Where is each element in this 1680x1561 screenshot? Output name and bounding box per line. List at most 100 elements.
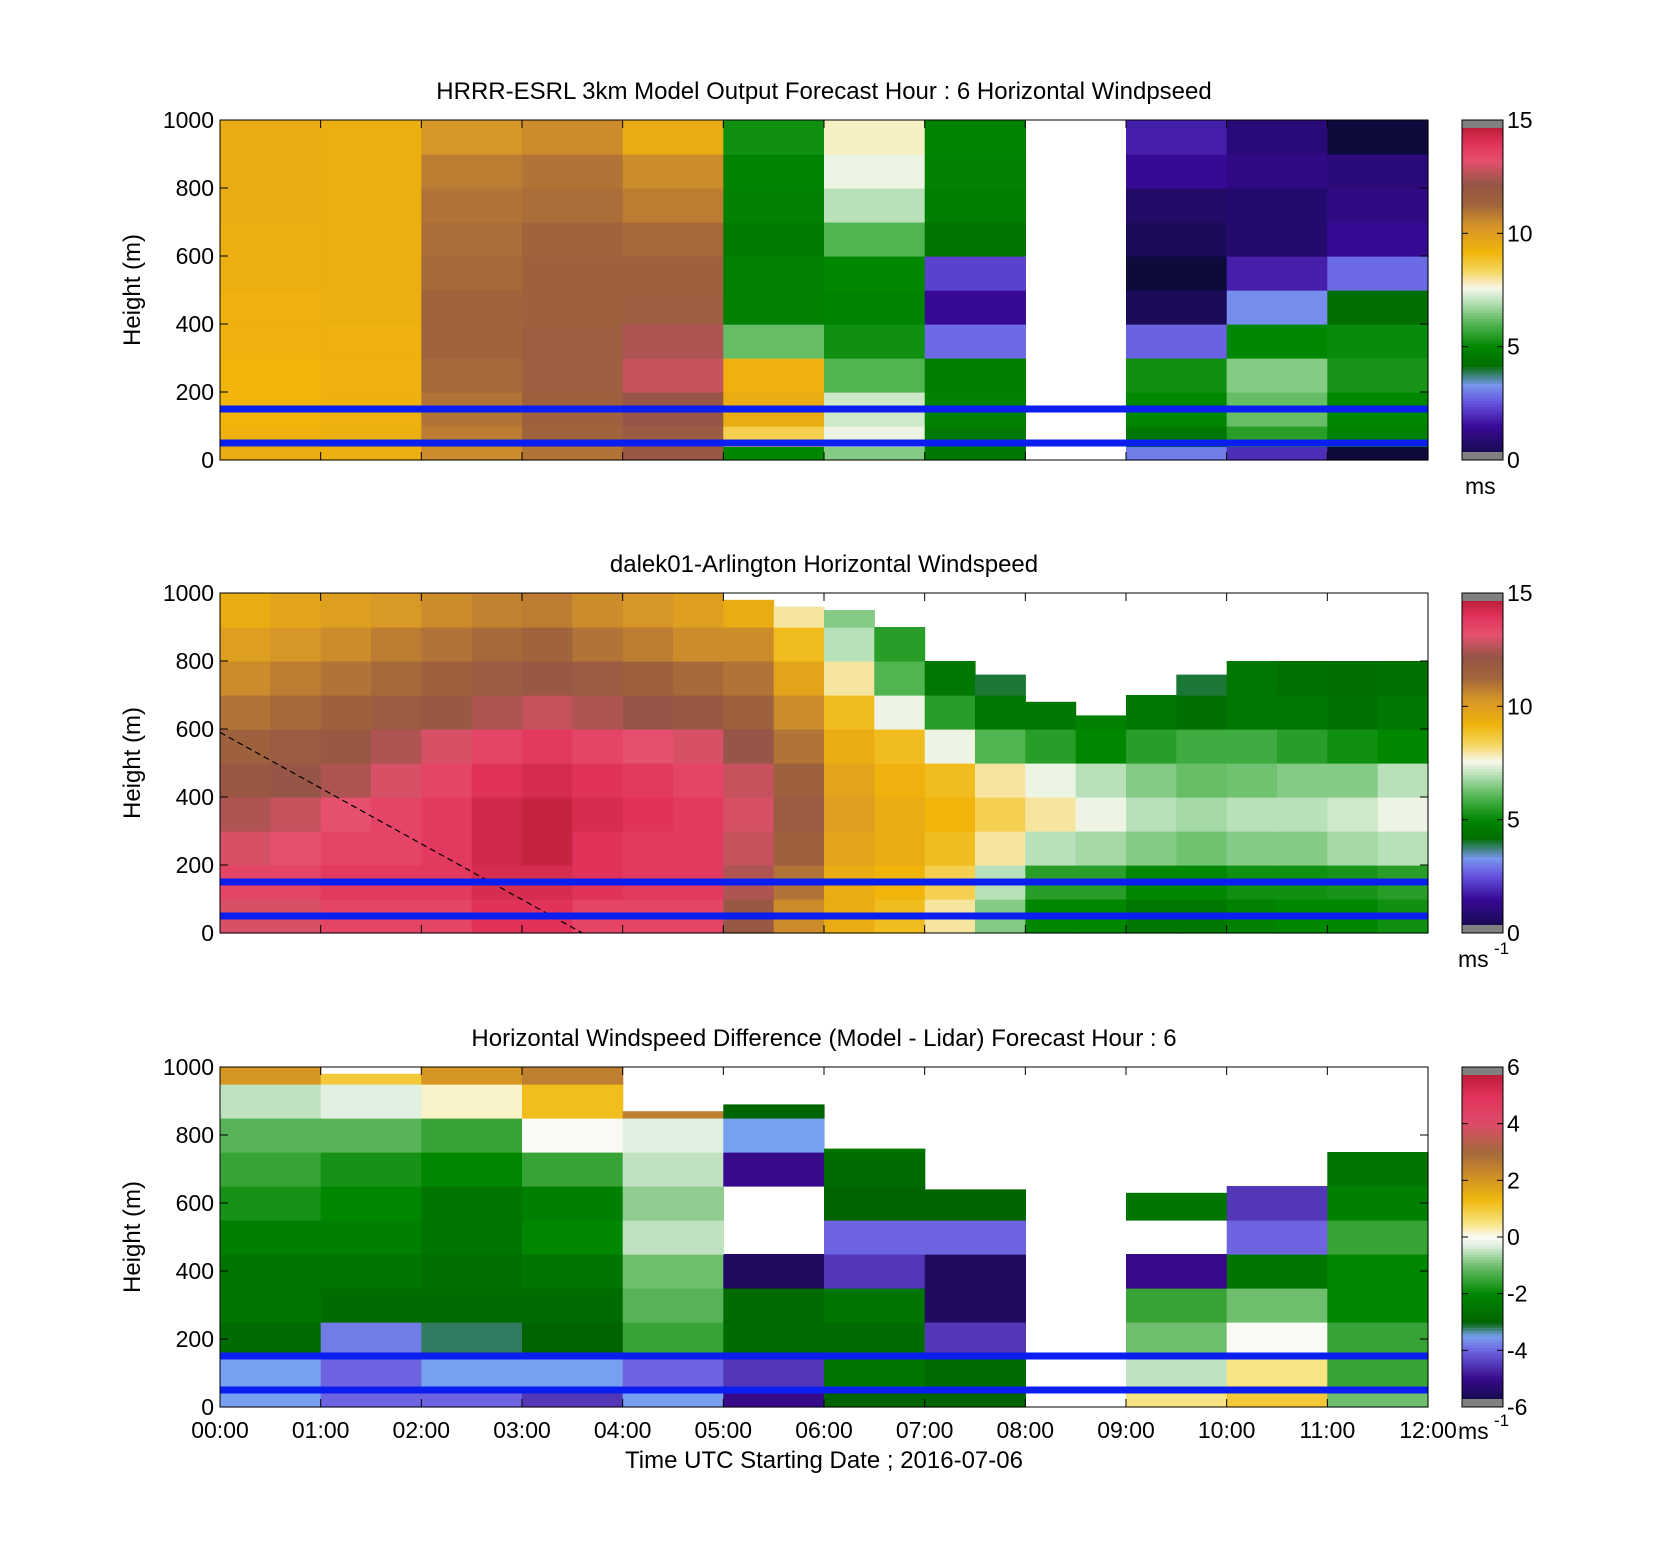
heatmap-cell bbox=[924, 324, 1026, 359]
x-tick-label: 04:00 bbox=[594, 1417, 652, 1443]
heatmap-cell bbox=[1327, 222, 1429, 257]
colorbar-swatch bbox=[1462, 644, 1503, 648]
colorbar-swatch bbox=[1462, 258, 1503, 263]
colorbar-swatch bbox=[1462, 239, 1503, 243]
heatmap-cell bbox=[723, 446, 825, 461]
colorbar-swatch bbox=[1462, 1191, 1503, 1195]
heatmap-cell bbox=[622, 324, 724, 359]
colorbar-swatch bbox=[1462, 850, 1503, 855]
colorbar-swatch bbox=[1462, 1217, 1503, 1221]
colorbar-swatch bbox=[1462, 409, 1503, 413]
heatmap-cell bbox=[471, 729, 523, 764]
colorbar-swatch bbox=[1462, 686, 1503, 690]
heatmap-cell bbox=[220, 188, 322, 223]
heatmap-cell bbox=[924, 797, 976, 832]
heatmap-cell bbox=[924, 256, 1026, 291]
heatmap-cell bbox=[1226, 222, 1328, 257]
colorbar-swatch bbox=[1462, 420, 1503, 424]
y-tick-label: 0 bbox=[201, 1394, 214, 1420]
heatmap-cell bbox=[924, 831, 976, 866]
colorbar-swatch bbox=[1462, 887, 1503, 891]
heatmap-cell bbox=[270, 695, 322, 730]
heatmap-cell bbox=[723, 290, 825, 325]
heatmap-cell bbox=[421, 627, 473, 662]
colorbar-swatch bbox=[1462, 1350, 1503, 1354]
colorbar-swatch bbox=[1462, 244, 1503, 248]
heatmap-cell bbox=[723, 1118, 825, 1153]
colorbar-swatch bbox=[1462, 1392, 1503, 1397]
colorbar-swatch bbox=[1462, 247, 1503, 251]
colorbar-swatch bbox=[1462, 205, 1503, 209]
colorbar-swatch bbox=[1462, 649, 1503, 653]
heatmap-cell bbox=[723, 120, 825, 155]
heatmap-cell bbox=[1226, 358, 1328, 393]
heatmap-cell bbox=[522, 695, 573, 730]
colorbar-swatch bbox=[1462, 1279, 1503, 1283]
colorbar-swatch bbox=[1462, 423, 1503, 427]
heatmap-cell bbox=[320, 188, 422, 223]
heatmap-cell bbox=[1075, 729, 1127, 764]
heatmap-cell bbox=[421, 831, 473, 866]
colorbar-swatch bbox=[1462, 346, 1503, 350]
heatmap-cell bbox=[421, 154, 523, 189]
heatmap-cell bbox=[320, 1356, 422, 1391]
colorbar-swatch bbox=[1462, 1149, 1503, 1153]
colorbar-swatch bbox=[1462, 312, 1503, 316]
heatmap-cell bbox=[1327, 358, 1429, 393]
heatmap-cell bbox=[773, 606, 825, 628]
heatmap-cell bbox=[924, 695, 976, 730]
heatmap-cell bbox=[1226, 1390, 1328, 1408]
heatmap-cell bbox=[471, 763, 523, 798]
heatmap-cell bbox=[1226, 1220, 1328, 1255]
colorbar-swatch bbox=[1462, 763, 1503, 767]
heatmap-cell bbox=[773, 695, 825, 730]
heatmap-cell bbox=[572, 695, 624, 730]
heatmap-cell bbox=[270, 797, 322, 832]
heatmap-cell bbox=[622, 446, 724, 461]
colorbar-swatch bbox=[1462, 901, 1503, 906]
heatmap-cell bbox=[924, 1189, 1026, 1221]
colorbar-swatch bbox=[1462, 822, 1503, 826]
heatmap-cell bbox=[1226, 831, 1278, 866]
colorbar-swatch bbox=[1462, 304, 1503, 308]
colorbar-swatch bbox=[1462, 179, 1503, 183]
heatmap-cell bbox=[1126, 763, 1177, 798]
heatmap-cell bbox=[371, 627, 422, 662]
y-tick-label: 1000 bbox=[163, 580, 214, 606]
colorbar-swatch bbox=[1462, 1118, 1503, 1122]
heatmap-cell bbox=[471, 831, 523, 866]
heatmap-cell bbox=[1126, 154, 1228, 189]
heatmap-cell bbox=[723, 188, 825, 223]
y-tick-label: 800 bbox=[176, 648, 214, 674]
colorbar-swatch bbox=[1462, 1234, 1503, 1238]
colorbar-swatch bbox=[1462, 1152, 1503, 1156]
heatmap-cell bbox=[522, 1152, 624, 1187]
heatmap-cell bbox=[1327, 1186, 1429, 1221]
colorbar-swatch bbox=[1462, 1353, 1503, 1357]
colorbar-swatch bbox=[1462, 601, 1503, 605]
heatmap-cell bbox=[220, 1152, 322, 1187]
colorbar-swatch bbox=[1462, 315, 1503, 319]
heatmap-cell bbox=[1176, 729, 1228, 764]
heatmap-cell bbox=[1126, 1356, 1228, 1391]
heatmap-cell bbox=[220, 1084, 322, 1119]
x-tick-label: 08:00 bbox=[997, 1417, 1055, 1443]
colorbar-swatch bbox=[1462, 411, 1503, 416]
colorbar-swatch bbox=[1462, 1228, 1503, 1232]
heatmap-cell bbox=[421, 446, 523, 461]
heatmap-cell bbox=[622, 1152, 724, 1187]
heatmap-cell bbox=[421, 661, 473, 696]
colorbar-swatch bbox=[1462, 1367, 1503, 1371]
heatmap-cell bbox=[1327, 1254, 1429, 1289]
heatmap-cell bbox=[522, 627, 573, 662]
colorbar-swatch bbox=[1462, 714, 1503, 719]
heatmap-cell bbox=[522, 1288, 624, 1323]
y-tick-label: 1000 bbox=[163, 107, 214, 133]
heatmap-cell bbox=[874, 763, 926, 798]
colorbar-swatch bbox=[1462, 641, 1503, 645]
heatmap-cell bbox=[1025, 831, 1077, 866]
colorbar-swatch bbox=[1462, 1347, 1503, 1351]
y-tick-label: 800 bbox=[176, 175, 214, 201]
heatmap-cell bbox=[1176, 797, 1228, 832]
